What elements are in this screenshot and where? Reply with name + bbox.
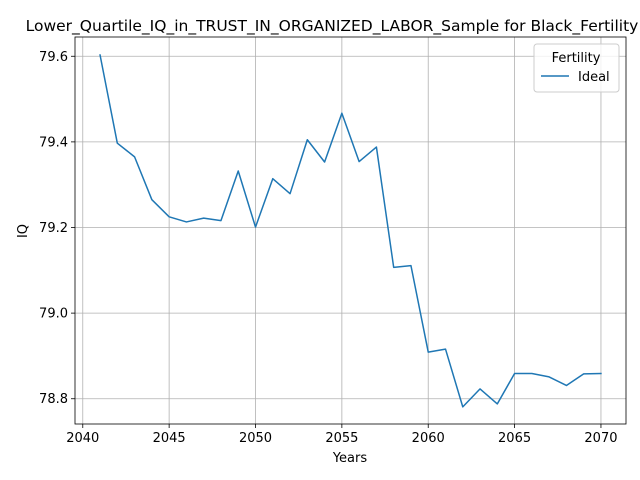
axes-frame	[74, 36, 627, 425]
legend-label-ideal: Ideal	[578, 70, 610, 85]
y-tick-label: 78.8	[39, 392, 68, 407]
legend-box	[533, 43, 620, 93]
legend-title: Fertility	[552, 51, 601, 66]
chart-title: Lower_Quartile_IQ_in_TRUST_IN_ORGANIZED_…	[26, 17, 639, 36]
series-line-0	[99, 54, 602, 408]
x-tick-label: 2055	[325, 431, 358, 446]
x-axis-label: Years	[332, 451, 368, 466]
y-tick-label: 79.6	[39, 50, 68, 65]
series-layer	[99, 54, 602, 408]
y-tick-label: 79.4	[39, 135, 68, 150]
grid-lines	[75, 37, 626, 424]
legend: Fertility Ideal	[533, 43, 620, 93]
x-tick-label: 2040	[66, 431, 99, 446]
y-tick-label: 79.2	[39, 221, 68, 236]
x-tick-label: 2060	[412, 431, 445, 446]
x-tick-label: 2045	[153, 431, 186, 446]
y-axis-ticks: 78.8 79.0 79.2 79.4 79.6	[39, 50, 75, 407]
x-tick-label: 2065	[498, 431, 531, 446]
x-axis-ticks: 2040 2045 2050 2055 2060 2065 2070	[66, 424, 618, 446]
y-tick-label: 79.0	[39, 307, 68, 322]
y-axis-label: IQ	[16, 224, 31, 238]
x-tick-label: 2070	[584, 431, 617, 446]
x-tick-label: 2050	[239, 431, 272, 446]
